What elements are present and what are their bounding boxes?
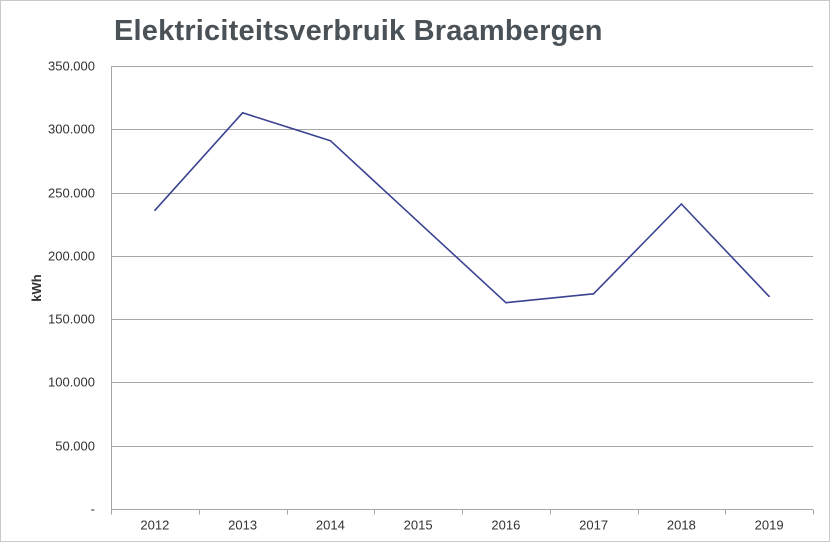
x-tick-label: 2016 xyxy=(491,518,520,533)
series-line xyxy=(154,112,770,304)
x-tick-label: 2019 xyxy=(755,518,784,533)
data-point xyxy=(505,301,507,304)
axes xyxy=(111,66,814,515)
x-tick-label: 2013 xyxy=(228,518,257,533)
gridlines xyxy=(111,66,813,447)
y-tick-label: 50.000 xyxy=(55,439,95,454)
data-point xyxy=(592,293,595,295)
chart-title: Elektriciteitsverbruik Braambergen xyxy=(114,15,603,47)
y-tick-label: 150.000 xyxy=(48,312,95,327)
x-tick-label: 2014 xyxy=(316,518,345,533)
data-point xyxy=(417,220,419,223)
x-tick-label: 2017 xyxy=(579,518,608,533)
data-point xyxy=(241,112,244,114)
y-tick-label: 300.000 xyxy=(48,122,95,137)
y-tick-label: - xyxy=(91,502,95,517)
y-tick-label: 350.000 xyxy=(48,59,95,74)
data-point xyxy=(154,209,156,212)
data-point xyxy=(680,203,683,205)
y-tick-labels: - 50.000 100.000 150.000 200.000 250.000 300.0… xyxy=(48,59,95,517)
y-tick-label: 250.000 xyxy=(48,186,95,201)
data-point xyxy=(329,139,332,142)
x-tick-labels: 2012 2013 2014 2015 2016 2017 2018 2019 xyxy=(140,518,783,533)
data-point xyxy=(768,295,770,298)
series-group xyxy=(154,112,770,304)
y-axis-title: kWh xyxy=(29,274,44,302)
x-tick-label: 2012 xyxy=(140,518,169,533)
y-tick-label: 100.000 xyxy=(48,375,95,390)
y-tick-label: 200.000 xyxy=(48,249,95,264)
x-tick-label: 2018 xyxy=(667,518,696,533)
x-tick-label: 2015 xyxy=(404,518,433,533)
